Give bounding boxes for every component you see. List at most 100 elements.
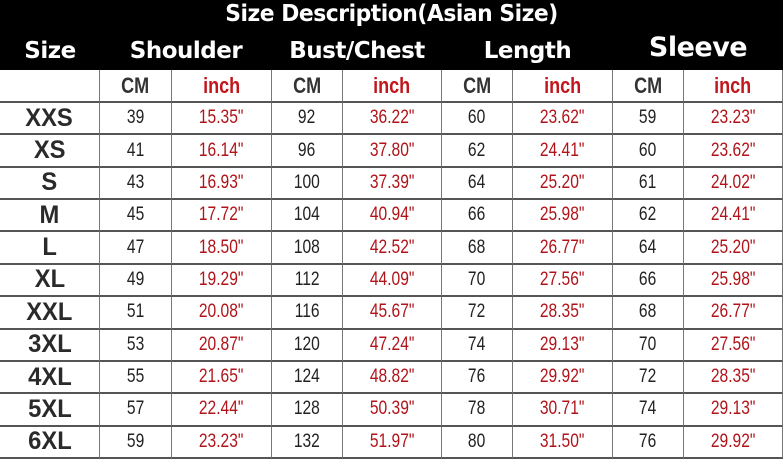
cm-value: 53 [100,329,172,362]
cm-value-text: 76 [468,366,486,388]
cm-value-text: 124 [293,366,320,388]
inch-value: 22.44" [172,394,272,427]
inch-value: 27.56" [684,329,783,362]
unit-cm: CM [100,70,172,103]
inch-value: 16.14" [172,135,272,168]
inch-value: 23.62" [513,103,613,136]
cm-value: 68 [442,232,513,265]
inch-value-text: 36.22" [369,107,415,129]
inch-value-text: 25.98" [540,204,585,226]
inch-value: 50.39" [343,394,442,427]
cm-value-text: 78 [468,398,486,420]
inch-value-text: 30.71" [540,398,585,420]
inch-value: 28.35" [513,297,613,330]
inch-value-text: 20.87" [199,333,244,355]
inch-value: 31.50" [513,426,613,459]
inch-value: 20.08" [172,297,272,330]
inch-value: 40.94" [343,200,442,233]
inch-value: 26.77" [684,297,783,330]
inch-value-text: 31.50" [540,430,585,452]
inch-value: 45.67" [343,297,442,330]
cm-value: 60 [442,103,513,136]
inch-value-text: 27.56" [710,333,756,355]
unit-inch-text: inch [373,72,411,98]
cm-value-text: 116 [294,301,320,323]
size-label: 5XL [0,394,100,427]
unit-cm-text: CM [462,72,492,98]
cm-value: 108 [272,232,343,265]
inch-value-text: 17.72" [199,204,244,226]
inch-value-text: 22.44" [199,398,244,420]
inch-value-text: 23.62" [710,139,756,161]
cm-value-text: 51 [126,301,145,323]
unit-cm-text: CM [121,72,150,98]
header-band: Size Description(Asian Size) Size Should… [0,0,783,70]
inch-value-text: 37.80" [369,139,415,161]
header-size: Size [24,38,76,64]
inch-value-text: 18.50" [199,236,244,258]
cm-value-text: 74 [468,333,486,355]
cm-value: 59 [613,103,684,136]
cm-value-text: 74 [639,398,657,420]
cm-value-text: 43 [126,171,145,193]
inch-value: 29.92" [513,361,613,395]
cm-value: 49 [100,264,172,298]
cm-value-text: 104 [293,204,320,226]
inch-value-text: 25.20" [710,236,756,258]
size-label: XL [0,264,100,298]
cm-value: 112 [272,264,343,298]
cm-value-text: 92 [298,107,316,129]
unit-inch: inch [684,70,783,103]
inch-value-text: 29.13" [540,333,585,355]
cm-value-text: 59 [639,107,657,129]
cm-value-text: 49 [126,268,145,290]
cm-value-text: 62 [468,139,486,161]
cm-value-text: 61 [639,171,657,193]
cm-value-text: 68 [468,236,486,258]
cm-value: 55 [100,361,172,395]
cm-value-text: 62 [639,204,657,226]
inch-value-text: 28.35" [540,301,585,323]
inch-value: 30.71" [513,394,613,427]
cm-value-text: 128 [293,398,320,420]
cm-value-text: 96 [298,139,316,161]
cm-value-text: 100 [293,171,320,193]
inch-value-text: 29.13" [710,398,756,420]
inch-value: 23.62" [684,135,783,168]
inch-value-text: 25.98" [710,268,756,290]
unit-inch-text: inch [543,72,582,98]
cm-value: 70 [613,329,684,362]
inch-value: 24.02" [684,167,783,201]
cm-value: 128 [272,394,343,427]
cm-value: 43 [100,167,172,201]
cm-value: 61 [613,167,684,201]
cm-value-text: 70 [639,333,657,355]
inch-value-text: 23.62" [540,107,585,129]
cm-value-text: 47 [126,236,145,258]
cm-value-text: 70 [468,268,486,290]
cm-value: 62 [613,200,684,233]
cm-value: 76 [442,361,513,395]
size-label: 4XL [0,361,100,395]
cm-value-text: 41 [126,139,145,161]
size-label: 6XL [0,426,100,459]
size-label-text: M [39,200,60,229]
cm-value: 57 [100,394,172,427]
cm-value-text: 60 [639,139,657,161]
cm-value: 74 [613,394,684,427]
unit-cm: CM [272,70,343,103]
cm-value: 80 [442,426,513,459]
inch-value-text: 15.35" [199,107,244,129]
cm-value-text: 45 [126,204,145,226]
inch-value-text: 45.67" [369,301,415,323]
inch-value: 17.72" [172,200,272,233]
cm-value-text: 66 [639,268,657,290]
cm-value: 41 [100,135,172,168]
inch-value: 36.22" [343,103,442,136]
inch-value: 37.39" [343,167,442,201]
inch-value: 29.13" [513,329,613,362]
inch-value-text: 51.97" [369,430,415,452]
size-label-text: L [42,233,57,262]
size-table: CM inch CM inch CM inch CM inch XXS 39 15.35" 92 36.… [0,70,783,459]
inch-value-text: 37.39" [369,171,415,193]
